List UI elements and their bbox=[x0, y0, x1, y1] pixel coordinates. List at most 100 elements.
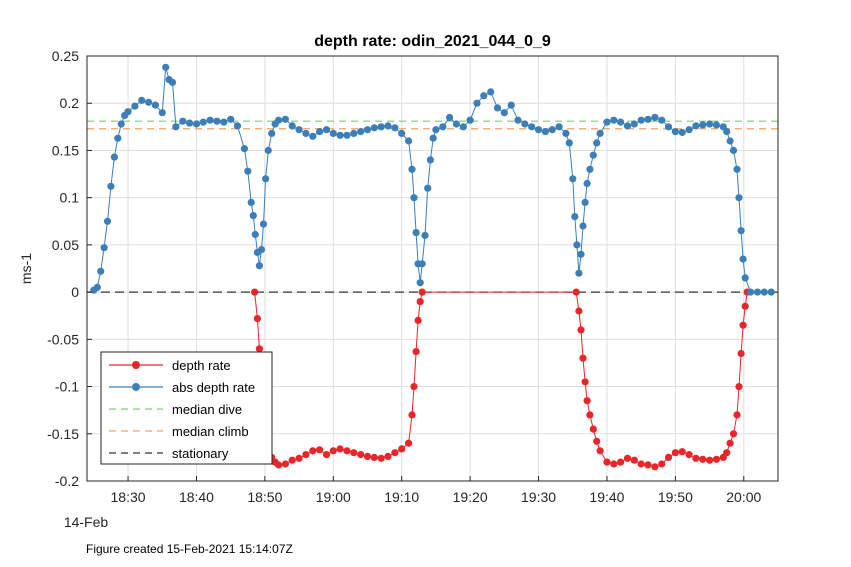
abs-depth-rate-point bbox=[405, 137, 413, 145]
abs-depth-rate-point bbox=[426, 156, 434, 164]
legend-depth-rate-marker bbox=[132, 361, 140, 369]
abs-depth-rate-point bbox=[288, 122, 296, 130]
abs-depth-rate-point bbox=[206, 116, 214, 124]
depth-rate-point bbox=[617, 458, 625, 466]
abs-depth-rate-point bbox=[644, 115, 652, 123]
x-tick-label: 19:50 bbox=[658, 489, 693, 505]
abs-depth-rate-point bbox=[316, 128, 324, 136]
abs-depth-rate-point bbox=[322, 126, 331, 134]
depth-rate-point bbox=[603, 458, 611, 466]
abs-depth-rate-point bbox=[581, 198, 589, 206]
abs-depth-rate-point bbox=[699, 121, 707, 129]
abs-depth-rate-point bbox=[363, 126, 372, 134]
abs-depth-rate-point bbox=[583, 179, 591, 188]
abs-depth-rate-point bbox=[257, 246, 266, 254]
legend: depth rate abs depth rate median dive media… bbox=[100, 351, 273, 465]
abs-depth-rate-point bbox=[110, 153, 118, 161]
abs-depth-rate-point bbox=[586, 165, 594, 173]
abs-depth-rate-point bbox=[398, 129, 406, 137]
abs-depth-rate-point bbox=[233, 122, 242, 130]
depth-rate-point bbox=[726, 439, 734, 447]
y-tick-label: -0.15 bbox=[47, 426, 79, 442]
depth-rate-point bbox=[253, 315, 261, 323]
x-tick-label: 20:00 bbox=[726, 489, 761, 505]
abs-depth-rate-point bbox=[664, 123, 673, 131]
depth-rate-point bbox=[593, 437, 601, 445]
depth-rate-point bbox=[322, 451, 331, 459]
depth-rate-point bbox=[671, 449, 680, 457]
abs-depth-rate-point bbox=[507, 101, 515, 109]
depth-rate-point bbox=[737, 349, 745, 358]
depth-rate-point bbox=[577, 326, 585, 334]
abs-depth-rate-point bbox=[412, 229, 420, 237]
depth-rate-point bbox=[391, 449, 399, 457]
abs-depth-rate-point bbox=[145, 98, 153, 106]
abs-depth-rate-point bbox=[439, 123, 447, 131]
legend-abs-depth-rate-label: abs depth rate bbox=[172, 380, 255, 395]
abs-depth-rate-point bbox=[329, 129, 337, 137]
depth-rate-point bbox=[370, 453, 378, 461]
abs-depth-rate-point bbox=[678, 128, 686, 137]
depth-rate-point bbox=[589, 425, 597, 433]
x-tick-label: 18:50 bbox=[247, 489, 282, 505]
reference-lines bbox=[87, 120, 778, 293]
depth-rate-point bbox=[398, 445, 406, 453]
abs-depth-rate-point bbox=[596, 129, 604, 137]
depth-rate-point bbox=[596, 447, 604, 455]
y-tick-label: -0.2 bbox=[55, 473, 79, 489]
abs-depth-rate-point bbox=[573, 241, 581, 249]
abs-depth-rate-point bbox=[162, 63, 170, 71]
abs-depth-rate-point bbox=[244, 167, 252, 175]
abs-depth-rate-point bbox=[251, 230, 259, 239]
abs-depth-rate-point bbox=[548, 126, 556, 134]
abs-depth-rate-point bbox=[262, 175, 270, 183]
abs-depth-rate-point bbox=[227, 115, 235, 123]
depth-rate-point bbox=[581, 378, 589, 386]
y-tick-label: 0.1 bbox=[60, 190, 80, 206]
abs-depth-rate-point bbox=[459, 123, 467, 131]
depth-rate-point bbox=[586, 411, 594, 419]
abs-depth-rate-point bbox=[753, 288, 762, 296]
abs-depth-rate-point bbox=[350, 129, 358, 137]
chart-title: depth rate: odin_2021_044_0_9 bbox=[314, 33, 551, 50]
y-axis-label: ms-1 bbox=[18, 253, 34, 284]
abs-depth-rate-point bbox=[706, 120, 714, 128]
y-tick-label: -0.05 bbox=[47, 331, 79, 347]
abs-depth-rate-point bbox=[377, 123, 385, 131]
depth-rate-point bbox=[288, 456, 296, 464]
abs-depth-rate-point bbox=[97, 267, 105, 275]
abs-depth-rate-point bbox=[186, 119, 194, 127]
abs-depth-rate-point bbox=[370, 124, 378, 132]
abs-depth-rate-point bbox=[760, 288, 768, 296]
depth-rate-point bbox=[706, 456, 714, 464]
abs-depth-rate-point bbox=[521, 120, 529, 128]
abs-depth-rate-point bbox=[418, 260, 426, 268]
x-tick-label: 19:30 bbox=[521, 489, 556, 505]
abs-depth-rate-point bbox=[103, 217, 112, 225]
abs-depth-rate-point bbox=[671, 128, 680, 136]
depth-rate-point bbox=[410, 383, 418, 391]
abs-depth-rate-point bbox=[569, 175, 577, 183]
legend-depth-rate-label: depth rate bbox=[172, 358, 231, 373]
abs-depth-rate-point bbox=[357, 128, 365, 136]
legend-median-climb-label: median climb bbox=[172, 424, 249, 439]
figure-footnote: Figure created 15-Feb-2021 15:14:07Z bbox=[86, 542, 293, 556]
series-markers bbox=[90, 63, 775, 471]
depth-rate-point bbox=[741, 302, 749, 310]
abs-depth-rate-point bbox=[424, 184, 432, 192]
y-tick-label: 0.05 bbox=[52, 237, 79, 253]
depth-rate-point bbox=[644, 461, 652, 469]
abs-depth-rate-point bbox=[658, 116, 666, 124]
depth-rate-point bbox=[678, 448, 686, 456]
abs-depth-rate-point bbox=[100, 244, 108, 252]
depth-rate-point bbox=[363, 452, 372, 460]
depth-rate-point bbox=[733, 411, 741, 419]
abs-depth-rate-point bbox=[603, 118, 611, 126]
depth-rate-point bbox=[281, 460, 289, 468]
abs-depth-rate-point bbox=[429, 134, 437, 142]
depth-rate-point bbox=[664, 453, 673, 461]
abs-depth-rate-point bbox=[493, 104, 502, 112]
abs-depth-rate-point bbox=[565, 139, 573, 147]
abs-depth-rate-point bbox=[541, 128, 550, 136]
